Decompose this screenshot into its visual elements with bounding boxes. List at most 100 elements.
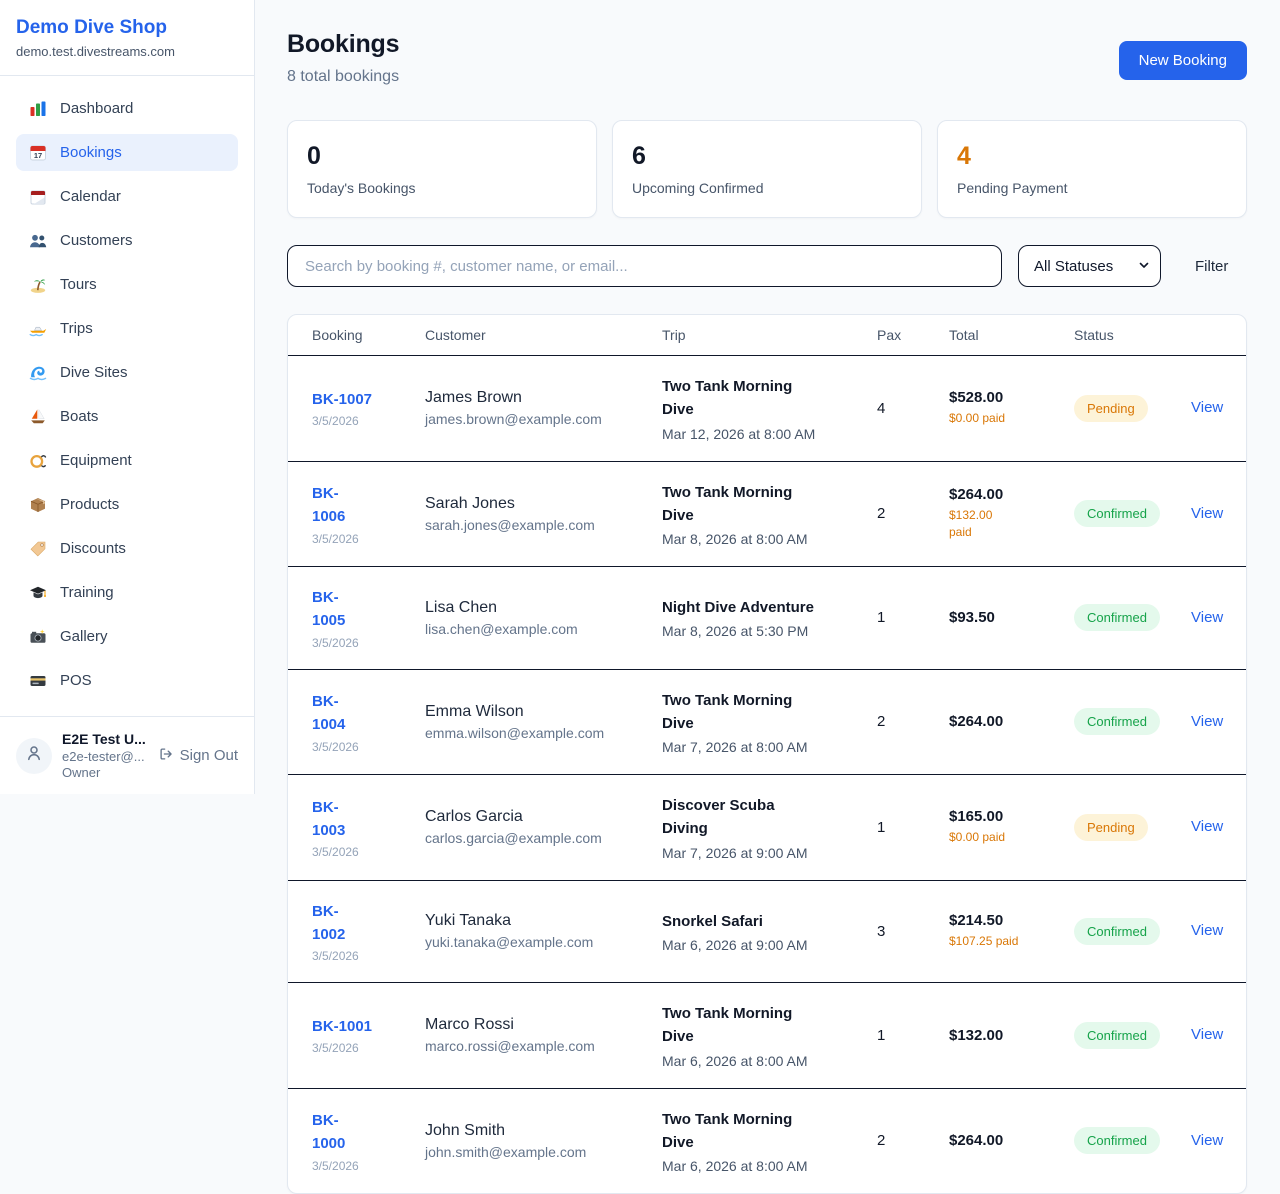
status-cell: Confirmed <box>1074 708 1191 736</box>
status-badge: Confirmed <box>1074 917 1160 945</box>
stat-value: 6 <box>632 142 646 170</box>
customer-name: John Smith <box>425 1121 506 1139</box>
view-link[interactable]: View <box>1191 712 1224 730</box>
column-header-customer: Customer <box>425 327 486 343</box>
table-row: BK-1000 3/5/2026 John Smith john.smith@exam… <box>288 1089 1246 1194</box>
customer-cell: Sarah Jones sarah.jones@example.com <box>425 495 662 533</box>
user-info: E2E Test U... e2e-tester@... Owner <box>62 731 158 780</box>
view-cell: View <box>1191 1132 1246 1150</box>
customer-email: marco.rossi@example.com <box>425 1038 595 1055</box>
booking-id-link[interactable]: BK-1000 <box>312 1112 346 1153</box>
booking-id-link[interactable]: BK-1002 <box>312 902 346 943</box>
view-link[interactable]: View <box>1191 818 1224 836</box>
sidebar-item-label: Trips <box>60 320 93 337</box>
customer-email: lisa.chen@example.com <box>425 620 578 637</box>
customer-email: emma.wilson@example.com <box>425 724 605 741</box>
search-input[interactable] <box>287 245 1002 287</box>
user-footer: E2E Test U... e2e-tester@... Owner Sign … <box>0 716 254 794</box>
total-cell: $528.00 $0.00 paid <box>949 389 1074 427</box>
status-badge: Confirmed <box>1074 1021 1160 1049</box>
booking-id-link[interactable]: BK-1004 <box>312 693 346 734</box>
booking-cell: BK-1000 3/5/2026 <box>312 1109 425 1173</box>
status-badge: Confirmed <box>1074 604 1160 632</box>
sidebar-item-dashboard[interactable]: Dashboard <box>16 90 238 127</box>
booking-cell: BK-1001 3/5/2026 <box>312 1015 425 1055</box>
view-link[interactable]: View <box>1191 608 1224 626</box>
stat-card-today-s-bookings: 0 Today's Bookings <box>287 120 597 218</box>
booking-id-link[interactable]: BK-1003 <box>312 798 346 839</box>
status-badge: Confirmed <box>1074 708 1160 736</box>
bookings-table: Booking Customer Trip Pax Total Status BK-100… <box>287 314 1247 1194</box>
paid-amount: $107.25 paid <box>949 934 1019 949</box>
booking-id-link[interactable]: BK-1001 <box>312 1018 373 1036</box>
sidebar-item-boats[interactable]: Boats <box>16 398 238 435</box>
customer-name: James Brown <box>425 389 522 407</box>
trip-datetime: Mar 6, 2026 at 8:00 AM <box>662 1158 808 1174</box>
view-link[interactable]: View <box>1191 922 1224 940</box>
sidebar-item-dive-sites[interactable]: Dive Sites <box>16 354 238 391</box>
table-row: BK-1007 3/5/2026 James Brown james.brown@ex… <box>288 356 1246 462</box>
booking-id-link[interactable]: BK-1006 <box>312 485 346 526</box>
booking-id-link[interactable]: BK-1005 <box>312 589 346 630</box>
new-booking-button[interactable]: New Booking <box>1118 41 1247 80</box>
customer-email: yuki.tanaka@example.com <box>425 934 594 951</box>
total-amount: $264.00 <box>949 485 1004 503</box>
view-link[interactable]: View <box>1191 399 1224 417</box>
column-header-total: Total <box>949 327 979 343</box>
customer-name: Lisa Chen <box>425 598 498 616</box>
user-name: E2E Test U... <box>62 731 146 747</box>
pax-value: 1 <box>877 1026 886 1044</box>
table-row: BK-1003 3/5/2026 Carlos Garcia carlos.garci… <box>288 775 1246 881</box>
trip-cell: Two Tank Morning Dive Mar 6, 2026 at 8:00… <box>662 1002 877 1069</box>
trip-name: Two Tank Morning Dive <box>662 691 793 732</box>
customer-name: Sarah Jones <box>425 494 515 512</box>
sidebar-item-bookings[interactable]: 17 Bookings <box>16 134 238 171</box>
view-link[interactable]: View <box>1191 504 1224 522</box>
stat-value: 0 <box>307 142 321 170</box>
trip-name: Two Tank Morning Dive <box>662 483 793 524</box>
customer-name: Marco Rossi <box>425 1016 514 1034</box>
stat-label: Upcoming Confirmed <box>632 180 764 196</box>
shop-name: Demo Dive Shop <box>16 17 167 38</box>
sidebar-item-products[interactable]: Products <box>16 486 238 523</box>
booking-id-link[interactable]: BK-1007 <box>312 391 373 409</box>
sidebar-item-discounts[interactable]: Discounts <box>16 530 238 567</box>
total-cell: $264.00 $132.00 paid <box>949 486 1074 542</box>
booking-cell: BK-1006 3/5/2026 <box>312 482 425 546</box>
view-cell: View <box>1191 818 1246 836</box>
pax-value: 2 <box>877 713 886 731</box>
trip-datetime: Mar 6, 2026 at 8:00 AM <box>662 1052 808 1069</box>
trip-name: Two Tank Morning Dive <box>662 1110 793 1151</box>
column-header-booking: Booking <box>312 327 363 343</box>
calendar-pad-icon <box>29 188 47 206</box>
sidebar-item-customers[interactable]: Customers <box>16 222 238 259</box>
sidebar-item-training[interactable]: Training <box>16 574 238 611</box>
sidebar-item-gallery[interactable]: Gallery <box>16 618 238 655</box>
trip-datetime: Mar 8, 2026 at 5:30 PM <box>662 623 809 640</box>
status-cell: Confirmed <box>1074 1127 1191 1155</box>
camera-icon <box>29 628 47 646</box>
sign-out-button[interactable]: Sign Out <box>158 746 238 766</box>
view-cell: View <box>1191 713 1246 731</box>
trip-name: Night Dive Adventure <box>662 599 814 617</box>
status-cell: Confirmed <box>1074 604 1191 632</box>
total-cell: $132.00 <box>949 1027 1074 1044</box>
status-filter-select[interactable]: All Statuses <box>1018 245 1161 287</box>
wave-icon <box>29 364 47 382</box>
paid-amount: $0.00 paid <box>949 411 1006 426</box>
sidebar-item-label: POS <box>60 672 92 689</box>
customer-cell: James Brown james.brown@example.com <box>425 389 662 427</box>
sidebar-item-trips[interactable]: Trips <box>16 310 238 347</box>
page-title: Bookings <box>287 30 400 58</box>
sidebar-item-tours[interactable]: Tours <box>16 266 238 303</box>
view-cell: View <box>1191 609 1246 627</box>
view-link[interactable]: View <box>1191 1026 1224 1044</box>
stat-label: Today's Bookings <box>307 180 416 196</box>
sidebar-item-calendar[interactable]: Calendar <box>16 178 238 215</box>
view-link[interactable]: View <box>1191 1131 1224 1149</box>
total-amount: $93.50 <box>949 609 995 627</box>
filter-button[interactable]: Filter <box>1195 257 1229 275</box>
sidebar-item-pos[interactable]: POS <box>16 662 238 699</box>
booking-date: 3/5/2026 <box>312 1041 359 1056</box>
sidebar-item-equipment[interactable]: Equipment <box>16 442 238 479</box>
